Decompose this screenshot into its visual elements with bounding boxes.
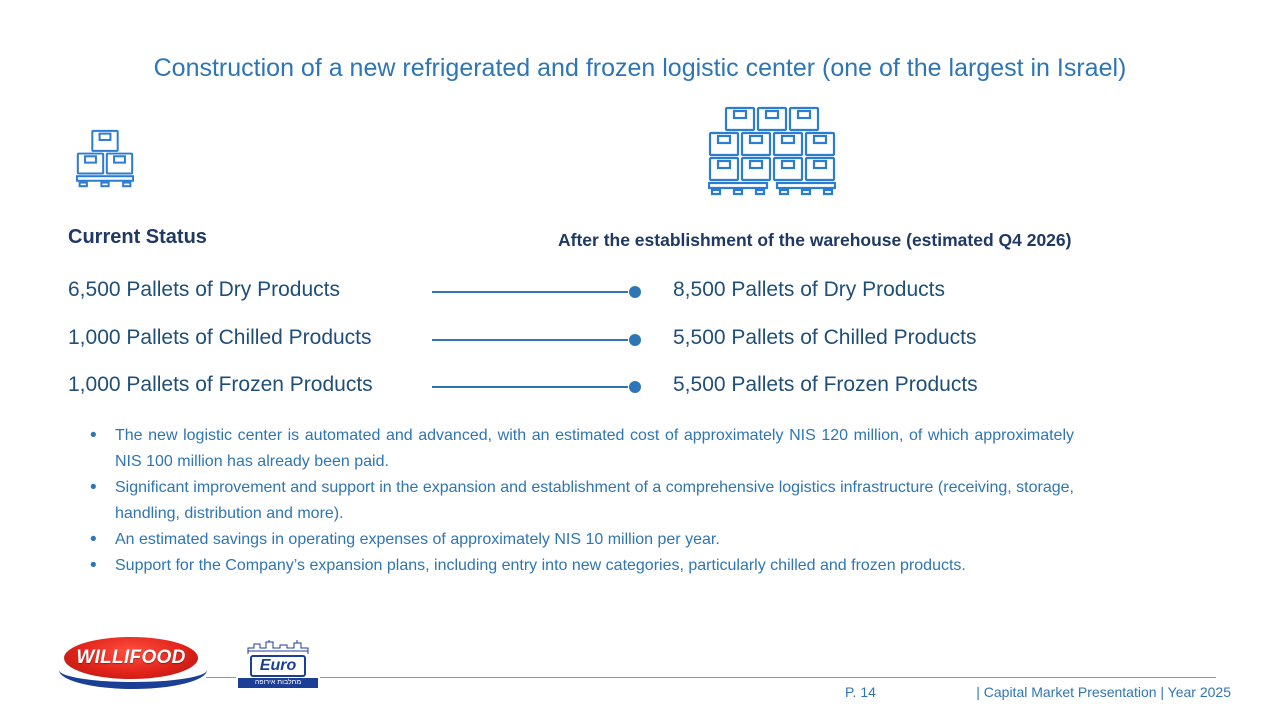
- arrow-connector: [432, 334, 641, 346]
- willifood-oval-icon: WILLIFOOD: [64, 637, 198, 679]
- bullet-icon: [88, 423, 115, 449]
- footer-caption: | Capital Market Presentation | Year 202…: [976, 684, 1231, 700]
- bullet-icon: [88, 475, 115, 501]
- pallet-stack-icon: [708, 106, 836, 196]
- willifood-swoosh-icon: [59, 651, 207, 689]
- footer-divider: [206, 677, 1216, 678]
- bullet-item: The new logistic center is automated and…: [88, 423, 1074, 475]
- after-chilled-pallets: 5,500 Pallets of Chilled Products: [673, 326, 977, 349]
- bullet-list: The new logistic center is automated and…: [88, 423, 1074, 579]
- willifood-logo: WILLIFOOD: [59, 637, 207, 689]
- page-number: P. 14: [845, 684, 876, 700]
- euro-logo: Euro מחלבות אירופה: [236, 639, 320, 688]
- after-dry-pallets: 8,500 Pallets of Dry Products: [673, 278, 945, 301]
- bullet-text: An estimated savings in operating expens…: [115, 531, 720, 548]
- bullet-item: Significant improvement and support in t…: [88, 475, 1074, 527]
- bullet-item: Support for the Company’s expansion plan…: [88, 553, 1074, 579]
- pallet-small-icon: [76, 129, 134, 188]
- bullet-text: Significant improvement and support in t…: [115, 479, 1074, 522]
- arrow-connector: [432, 381, 641, 393]
- current-frozen-pallets: 1,000 Pallets of Frozen Products: [68, 373, 373, 396]
- current-chilled-pallets: 1,000 Pallets of Chilled Products: [68, 326, 372, 349]
- arrow-connector: [432, 286, 641, 298]
- bullet-icon: [88, 527, 115, 553]
- after-warehouse-header: After the establishment of the warehouse…: [558, 230, 1072, 250]
- euro-factory-sketch-icon: [247, 640, 309, 654]
- after-frozen-pallets: 5,500 Pallets of Frozen Products: [673, 373, 978, 396]
- bullet-item: An estimated savings in operating expens…: [88, 527, 1074, 553]
- current-dry-pallets: 6,500 Pallets of Dry Products: [68, 278, 340, 301]
- bullet-text: Support for the Company’s expansion plan…: [115, 557, 966, 574]
- current-status-header: Current Status: [68, 226, 207, 248]
- willifood-logo-text: WILLIFOOD: [76, 647, 186, 668]
- euro-logo-subtext: מחלבות אירופה: [238, 678, 318, 688]
- page-title: Construction of a new refrigerated and f…: [153, 54, 1127, 82]
- euro-logo-text: Euro: [249, 655, 307, 677]
- bullet-text: The new logistic center is automated and…: [115, 427, 1074, 470]
- bullet-icon: [88, 553, 115, 579]
